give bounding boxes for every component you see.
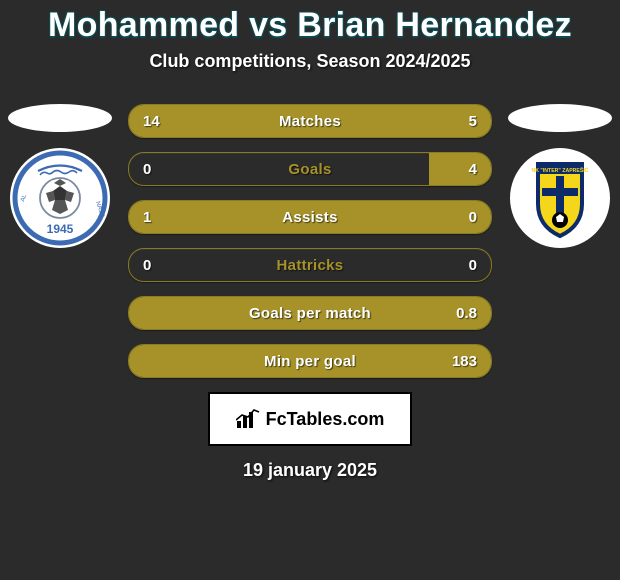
stat-row: 0.8Goals per match [128, 296, 492, 330]
subtitle: Club competitions, Season 2024/2025 [0, 51, 620, 72]
stat-comparison-card: Mohammed vs Brian Hernandez Club competi… [0, 0, 620, 580]
stat-row: 10Assists [128, 200, 492, 234]
right-badge-circle: NK "INTER" ZAPREŠIĆ [510, 148, 610, 248]
attribution-text: FcTables.com [266, 409, 385, 430]
content-area: AL NASR 1945 [0, 104, 620, 481]
date-line: 19 january 2025 [0, 460, 620, 481]
inter-zapresic-crest-icon: NK "INTER" ZAPREŠIĆ [510, 148, 610, 248]
stat-row: 183Min per goal [128, 344, 492, 378]
bar-chart-icon [236, 408, 260, 430]
stat-label: Min per goal [129, 345, 491, 377]
stats-list: 145Matches 04Goals 10Assists 00Hattricks 0.8… [128, 104, 492, 378]
left-club-badge: AL NASR 1945 [10, 148, 110, 248]
right-marker-ellipse [508, 104, 612, 132]
stat-label: Goals per match [129, 297, 491, 329]
left-badge-circle: AL NASR 1945 [10, 148, 110, 248]
stat-row: 00Hattricks [128, 248, 492, 282]
stat-label: Goals [129, 153, 491, 185]
al-nasr-crest-icon: AL NASR 1945 [10, 148, 110, 248]
stat-label: Matches [129, 105, 491, 137]
stat-label: Hattricks [129, 249, 491, 281]
stat-label: Assists [129, 201, 491, 233]
left-player-block: AL NASR 1945 [8, 104, 112, 248]
stat-row: 145Matches [128, 104, 492, 138]
attribution-badge: FcTables.com [208, 392, 412, 446]
page-title: Mohammed vs Brian Hernandez [0, 0, 620, 45]
left-marker-ellipse [8, 104, 112, 132]
svg-text:1945: 1945 [47, 222, 74, 236]
right-player-block: NK "INTER" ZAPREŠIĆ [508, 104, 612, 248]
stat-row: 04Goals [128, 152, 492, 186]
right-club-badge: NK "INTER" ZAPREŠIĆ [510, 148, 610, 248]
svg-text:NK "INTER" ZAPREŠIĆ: NK "INTER" ZAPREŠIĆ [531, 166, 588, 174]
